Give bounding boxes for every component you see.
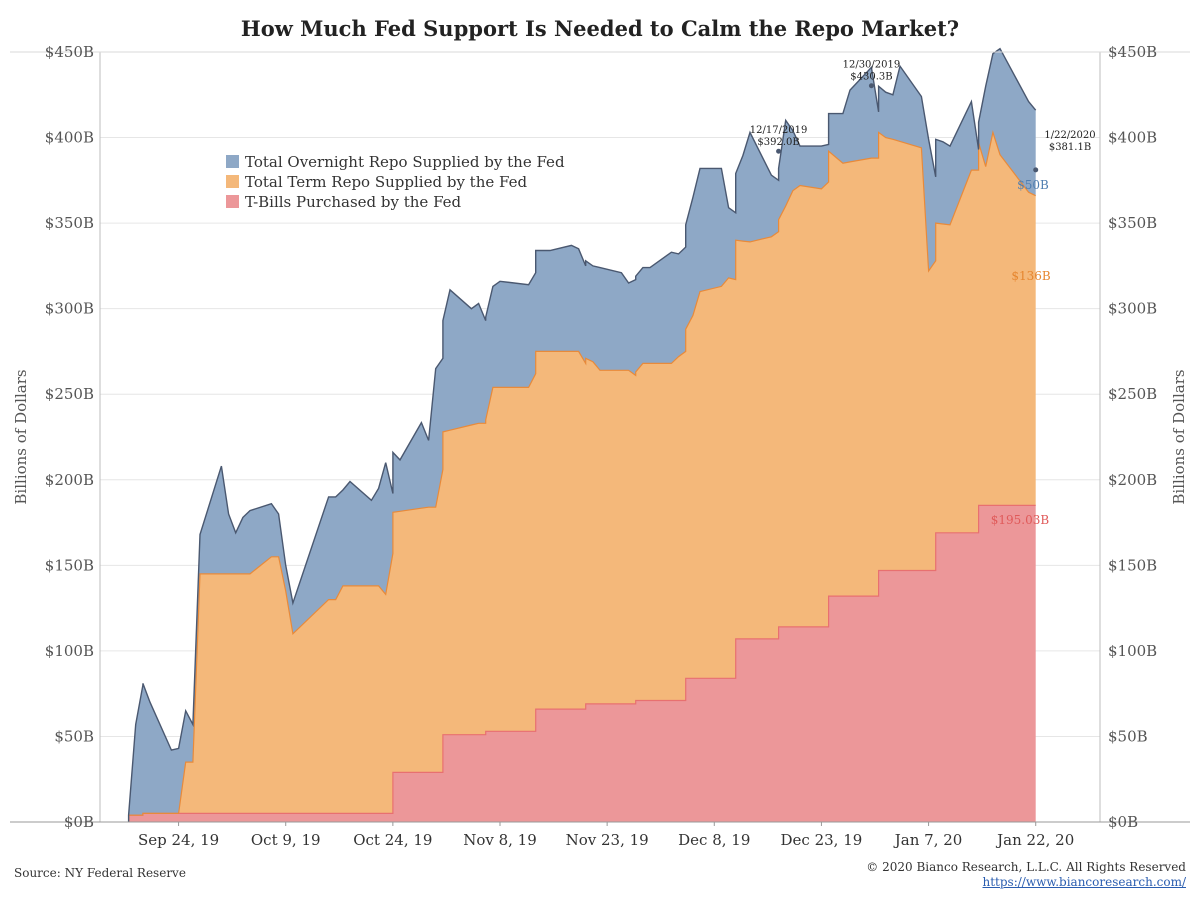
ytick-label-right: $100B (1108, 642, 1157, 660)
y-axis-title-left: Billions of Dollars (12, 369, 30, 504)
ytick-label-left: $150B (45, 556, 94, 574)
ytick-label-left: $400B (45, 129, 94, 147)
xtick-label: Dec 8, 19 (678, 831, 750, 849)
ytick-label-right: $0B (1108, 813, 1138, 831)
ytick-label-left: $100B (45, 642, 94, 660)
ytick-label-left: $250B (45, 385, 94, 403)
source-note: Source: NY Federal Reserve (14, 866, 186, 880)
area-tbills (128, 505, 1036, 822)
axes: $0B $0B $50B $50B $100B $100B $150B $150B $200B $… (10, 43, 1190, 849)
annotation-date: 12/17/2019 (750, 125, 808, 136)
line-tbills (128, 504, 1036, 822)
legend-swatch (226, 195, 239, 208)
ytick-label-right: $450B (1108, 43, 1157, 61)
line-total-support (127, 47, 1037, 822)
y-axis-titles: Billions of Dollars Billions of Dollars (12, 369, 1188, 504)
legend-swatch (226, 155, 239, 168)
ytick-label-right: $400B (1108, 129, 1157, 147)
ytick-label-left: $50B (54, 727, 94, 745)
end-label-term: $136B (1011, 269, 1051, 283)
annotation-date: 1/22/2020 (1044, 130, 1095, 141)
line-term-repo (128, 130, 1036, 822)
legend-label: Total Overnight Repo Supplied by the Fed (245, 153, 565, 171)
xtick-label: Sep 24, 19 (138, 831, 219, 849)
xtick-label: Oct 24, 19 (353, 831, 432, 849)
ytick-label-right: $200B (1108, 471, 1157, 489)
repo-support-chart: $0B $0B $50B $50B $100B $100B $150B $150B $200B $… (10, 43, 1190, 849)
xtick-label: Nov 23, 19 (566, 831, 649, 849)
ytick-label-right: $50B (1108, 727, 1148, 745)
ytick-label-right: $300B (1108, 300, 1157, 318)
annotation-marker (776, 148, 782, 154)
ytick-label-left: $350B (45, 214, 94, 232)
legend-swatch (226, 175, 239, 188)
legend-label: T-Bills Purchased by the Fed (245, 193, 462, 211)
area-term-repo (128, 132, 1036, 822)
ytick-label-right: $150B (1108, 556, 1157, 574)
xtick-label: Nov 8, 19 (463, 831, 537, 849)
annotation-marker (1033, 167, 1039, 173)
copyright-block: © 2020 Bianco Research, L.L.C. All Right… (866, 860, 1186, 890)
annotation-value: $392.0B (757, 137, 799, 148)
chart-title: How Much Fed Support Is Needed to Calm t… (240, 16, 960, 41)
ytick-label-left: $0B (64, 813, 94, 831)
end-label-overnight: $50B (1017, 178, 1049, 192)
annotation-date: 12/30/2019 (843, 60, 901, 71)
ytick-label-right: $350B (1108, 214, 1157, 232)
website-link[interactable]: https://www.biancoresearch.com/ (982, 875, 1186, 889)
ytick-label-left: $200B (45, 471, 94, 489)
annotation-value: $430.3B (850, 72, 892, 83)
legend-label: Total Term Repo Supplied by the Fed (245, 173, 527, 191)
annotation-marker (868, 83, 874, 89)
stacked-areas (127, 47, 1037, 823)
ytick-label-left: $450B (45, 43, 94, 61)
annotation-value: $381.1B (1049, 142, 1091, 153)
y-axis-title-right: Billions of Dollars (1170, 369, 1188, 504)
ytick-label-right: $250B (1108, 385, 1157, 403)
copyright-text: © 2020 Bianco Research, L.L.C. All Right… (866, 860, 1186, 874)
xtick-label: Dec 23, 19 (781, 831, 863, 849)
xtick-label: Jan 22, 20 (995, 831, 1074, 849)
xtick-label: Oct 9, 19 (251, 831, 321, 849)
xtick-label: Jan 7, 20 (893, 831, 963, 849)
end-label-tbills: $195.03B (991, 513, 1050, 527)
legend: Total Overnight Repo Supplied by the Fed… (226, 153, 565, 211)
ytick-label-left: $300B (45, 300, 94, 318)
annotations: 12/17/2019$392.0B 12/30/2019$430.3B 1/22/2… (750, 60, 1096, 527)
